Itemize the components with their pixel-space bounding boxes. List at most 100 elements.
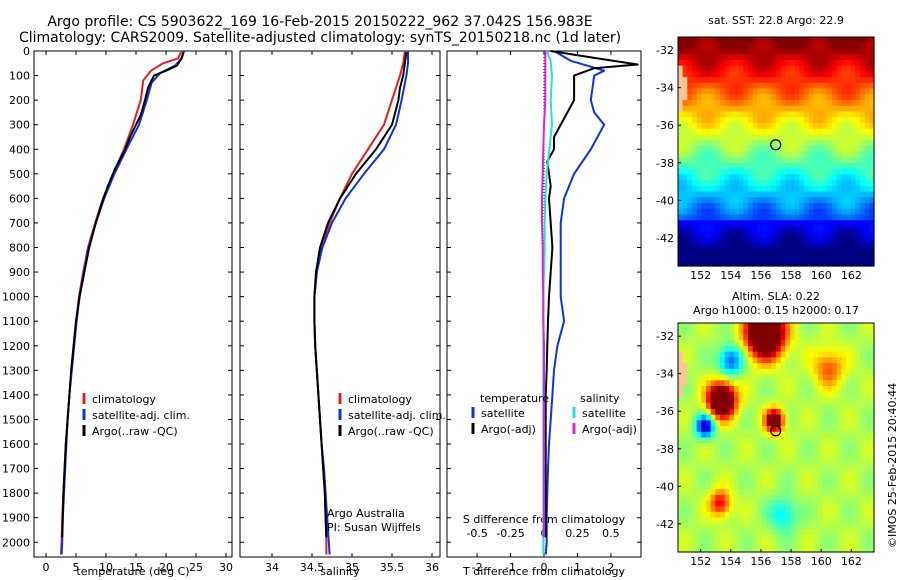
sst-map-cell	[692, 174, 698, 181]
sla-map-cell	[729, 471, 735, 479]
depth-ytick-label: 100	[9, 70, 30, 83]
sla-map-cell	[822, 391, 828, 398]
sst-map-cell	[771, 180, 777, 187]
sla-map-cell	[762, 334, 768, 341]
sla-map-cell	[850, 511, 856, 519]
sla-map-cell	[804, 540, 810, 547]
sla-map-cell	[692, 391, 698, 398]
sst-map-cell	[706, 174, 712, 181]
sla-map-cell	[832, 489, 838, 496]
sst-map-cell	[692, 82, 698, 90]
sst-map-cell	[864, 145, 870, 153]
sla-map-cell	[715, 483, 721, 490]
sst-map-cell	[864, 88, 870, 95]
sst-map-cell	[701, 105, 707, 112]
sst-map-cell	[841, 105, 847, 112]
sst-map-cell	[808, 260, 814, 267]
sst-map-cell	[813, 157, 819, 164]
sla-map-cell	[808, 448, 814, 456]
sst-map-cell	[785, 254, 791, 261]
temperature-legend-label: climatology	[92, 393, 156, 406]
sla-map-cell	[850, 374, 856, 381]
sla-map-cell	[818, 351, 824, 358]
sst-map-cell	[790, 94, 796, 101]
sst-map-xtick-label: 152	[690, 269, 711, 282]
sst-map-cell	[813, 94, 819, 101]
sla-map-cell	[715, 414, 721, 421]
sst-map-cell	[850, 214, 856, 221]
sla-map-cell	[710, 466, 716, 473]
sst-map-cell	[743, 145, 749, 153]
sst-map-cell	[836, 157, 842, 164]
sla-map-cell	[785, 534, 791, 542]
sla-map-cell	[790, 477, 796, 484]
sst-map-cell	[836, 71, 842, 78]
sst-map-cell	[790, 122, 796, 130]
sla-map-cell	[799, 500, 805, 507]
sst-map-cell	[836, 37, 842, 44]
sst-map-cell	[748, 71, 754, 78]
sla-map-cell	[701, 386, 707, 393]
sst-map-cell	[706, 134, 712, 141]
sla-map-cell	[771, 534, 777, 542]
sst-map-cell	[836, 254, 842, 261]
sla-map-cell	[780, 420, 786, 427]
sla-map-cell	[822, 529, 828, 536]
sst-map-cell	[757, 168, 763, 175]
sst-map-cell	[846, 134, 852, 141]
sst-map-cell	[734, 65, 740, 72]
sla-map-cell	[794, 351, 800, 358]
sla-map-cell	[776, 466, 782, 473]
sla-map-cell	[724, 328, 730, 335]
sla-map-cell	[836, 546, 842, 553]
sla-map-cell	[724, 489, 730, 496]
sst-map-cell	[827, 197, 833, 204]
sla-map-cell	[776, 351, 782, 358]
sla-map-cell	[841, 546, 847, 553]
sst-map-cell	[836, 88, 842, 95]
sla-map-cell	[841, 397, 847, 404]
sst-map-cell	[855, 208, 861, 216]
sst-map-cell	[850, 94, 856, 101]
sst-map-cell	[734, 157, 740, 164]
sst-map-cell	[799, 71, 805, 78]
sla-map-cell	[818, 420, 824, 427]
sla-map-cell	[766, 529, 772, 536]
sla-map-cell	[780, 334, 786, 341]
sla-map-cell	[799, 448, 805, 456]
sst-map-cell	[818, 208, 824, 216]
sla-map-cell	[757, 466, 763, 473]
sla-map-cell	[701, 368, 707, 376]
sst-map-cell	[678, 162, 684, 170]
sst-map-cell	[715, 65, 721, 72]
sla-map-cell	[729, 345, 735, 353]
sla-map-cell	[757, 431, 763, 439]
sla-map-cell	[710, 420, 716, 427]
sst-map-cell	[710, 71, 716, 78]
sla-map-cell	[790, 517, 796, 524]
sst-map-cell	[682, 54, 688, 61]
sla-map-cell	[743, 494, 749, 502]
sla-map-cell	[850, 500, 856, 507]
sst-map-cell	[794, 174, 800, 181]
sla-map-cell	[850, 334, 856, 341]
sla-map-cell	[832, 328, 838, 335]
sla-map-cell	[850, 386, 856, 393]
sst-map-cell	[813, 71, 819, 78]
sst-map-cell	[850, 220, 856, 227]
sla-map-cell	[799, 408, 805, 416]
sst-map-cell	[860, 111, 866, 118]
sst-map-cell	[799, 117, 805, 124]
sla-map-cell	[827, 431, 833, 439]
sst-map-cell	[757, 94, 763, 101]
sst-map-cell	[738, 248, 744, 256]
sla-map-cell	[841, 523, 847, 530]
sla-map-cell	[841, 529, 847, 536]
sla-map-cell	[822, 500, 828, 507]
sla-map-cell	[794, 357, 800, 364]
sst-map-cell	[776, 203, 782, 210]
sla-map-cell	[738, 534, 744, 542]
sst-map-cell	[771, 248, 777, 256]
sla-map-cell	[752, 403, 758, 410]
sst-map-cell	[752, 71, 758, 78]
